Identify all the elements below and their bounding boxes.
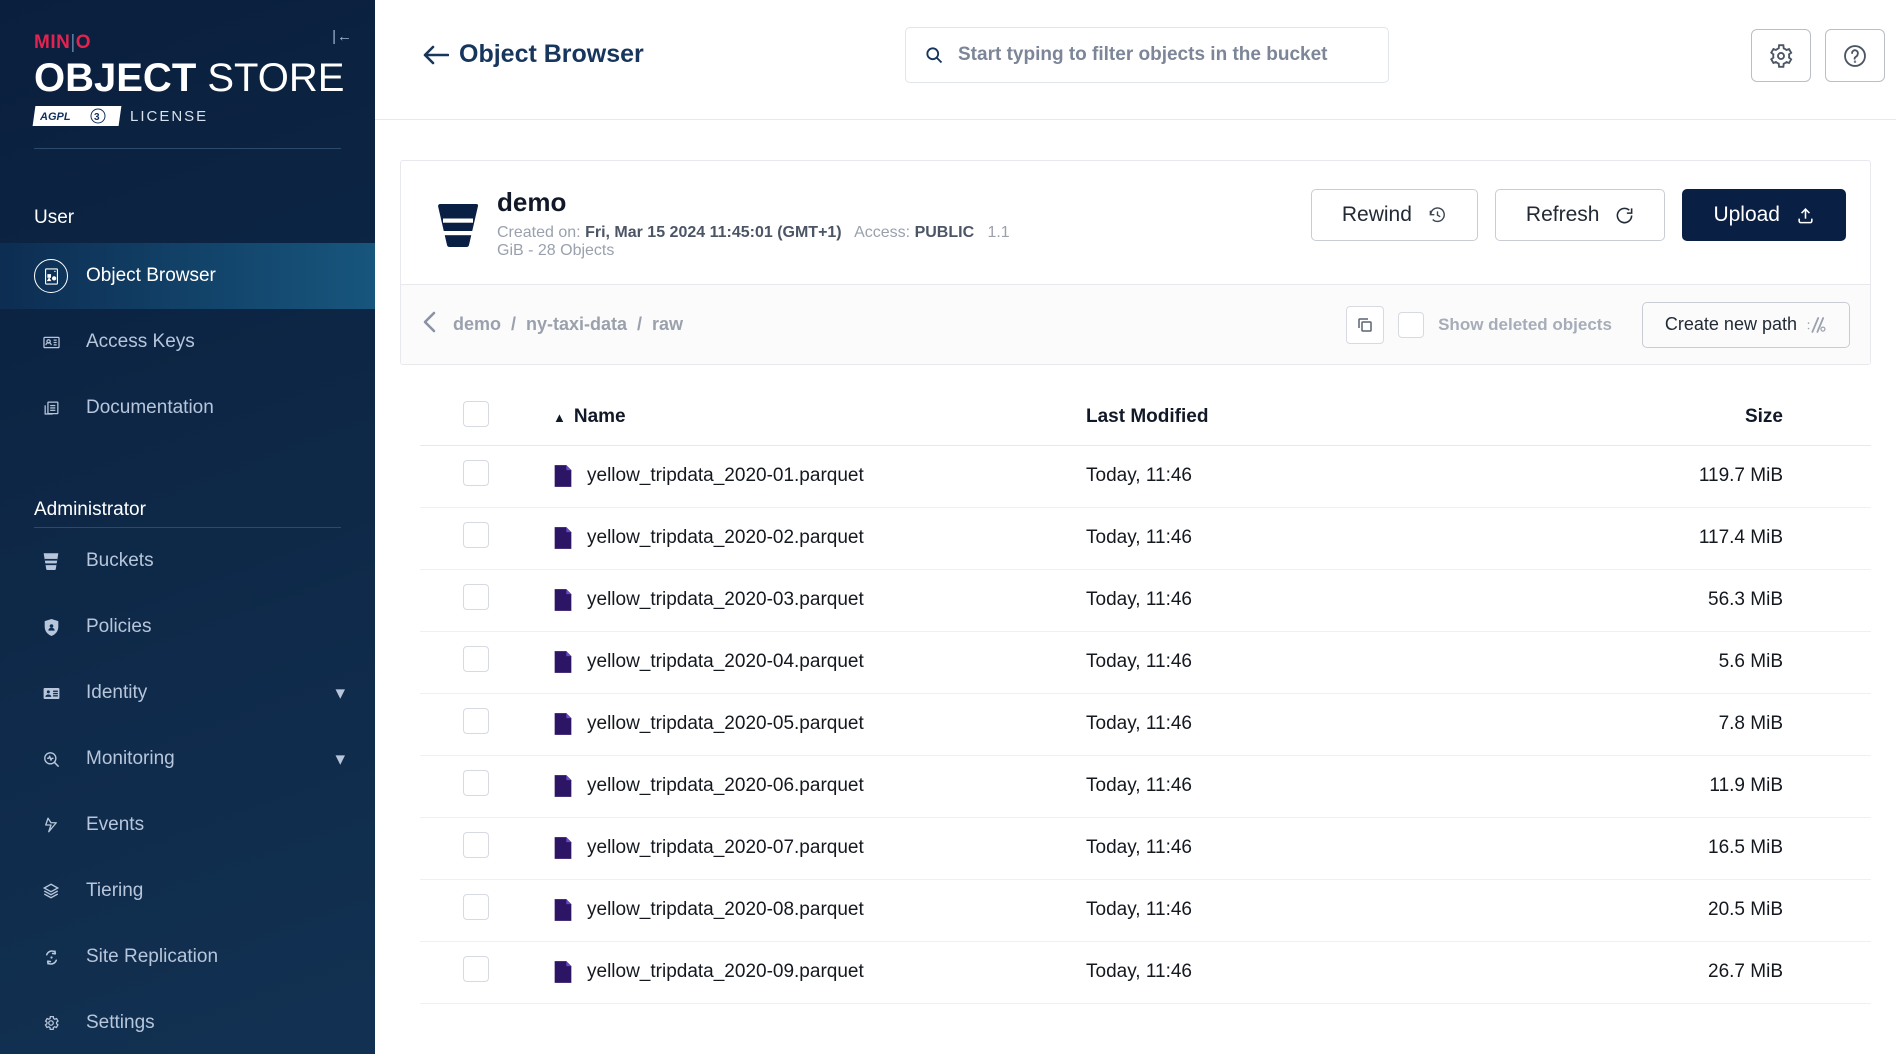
- svg-text:AGPL: AGPL: [40, 111, 71, 123]
- svg-text:3: 3: [94, 112, 100, 123]
